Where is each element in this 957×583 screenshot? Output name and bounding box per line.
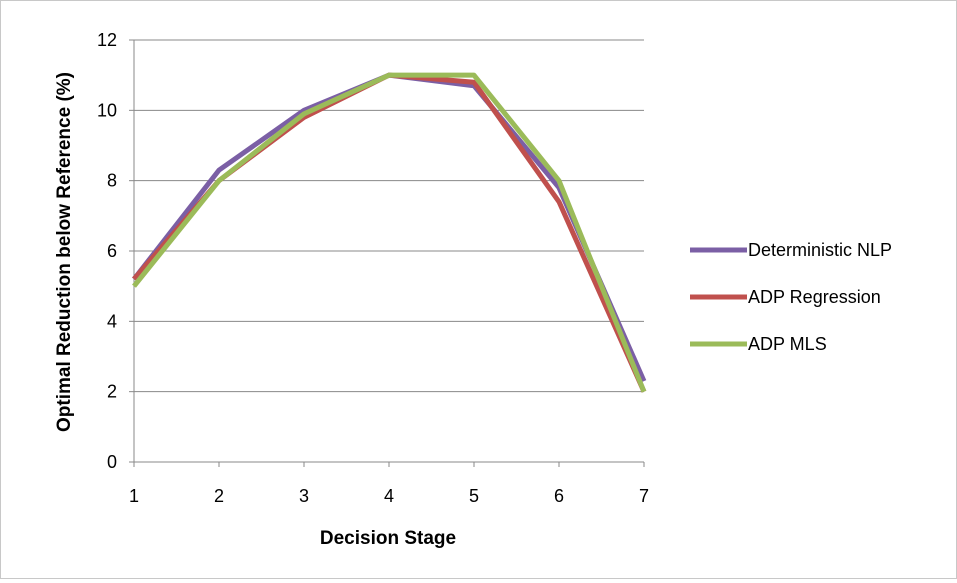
x-tick-label: 4 <box>384 486 394 506</box>
legend-label-adp-mls: ADP MLS <box>748 334 827 354</box>
series-line-adp-regression <box>132 72 647 393</box>
y-tick-label: 6 <box>107 241 117 261</box>
x-tick-label: 3 <box>299 486 309 506</box>
legend-label-deterministic-nlp: Deterministic NLP <box>748 240 892 260</box>
y-tick-label: 2 <box>107 382 117 402</box>
axes <box>129 39 645 467</box>
y-tick-label: 8 <box>107 171 117 191</box>
y-tick-label: 4 <box>107 311 117 331</box>
series-line-adp-mls <box>132 72 647 393</box>
legend-label-adp-regression: ADP Regression <box>748 287 881 307</box>
x-tick-label: 5 <box>469 486 479 506</box>
y-axis-title: Optimal Reduction below Reference (%) <box>54 72 75 432</box>
y-tick-label: 12 <box>97 30 117 50</box>
x-tick-label: 1 <box>129 486 139 506</box>
x-tick-label: 6 <box>554 486 564 506</box>
series-line-deterministic-nlp <box>132 72 647 383</box>
x-tick-label: 7 <box>639 486 649 506</box>
legend: Deterministic NLP ADP Regression ADP MLS <box>690 240 892 354</box>
y-tick-label: 0 <box>107 452 117 472</box>
y-tick-label: 10 <box>97 100 117 120</box>
series-lines <box>132 72 647 393</box>
x-tick-label: 2 <box>214 486 224 506</box>
x-axis-title: Decision Stage <box>320 528 456 549</box>
